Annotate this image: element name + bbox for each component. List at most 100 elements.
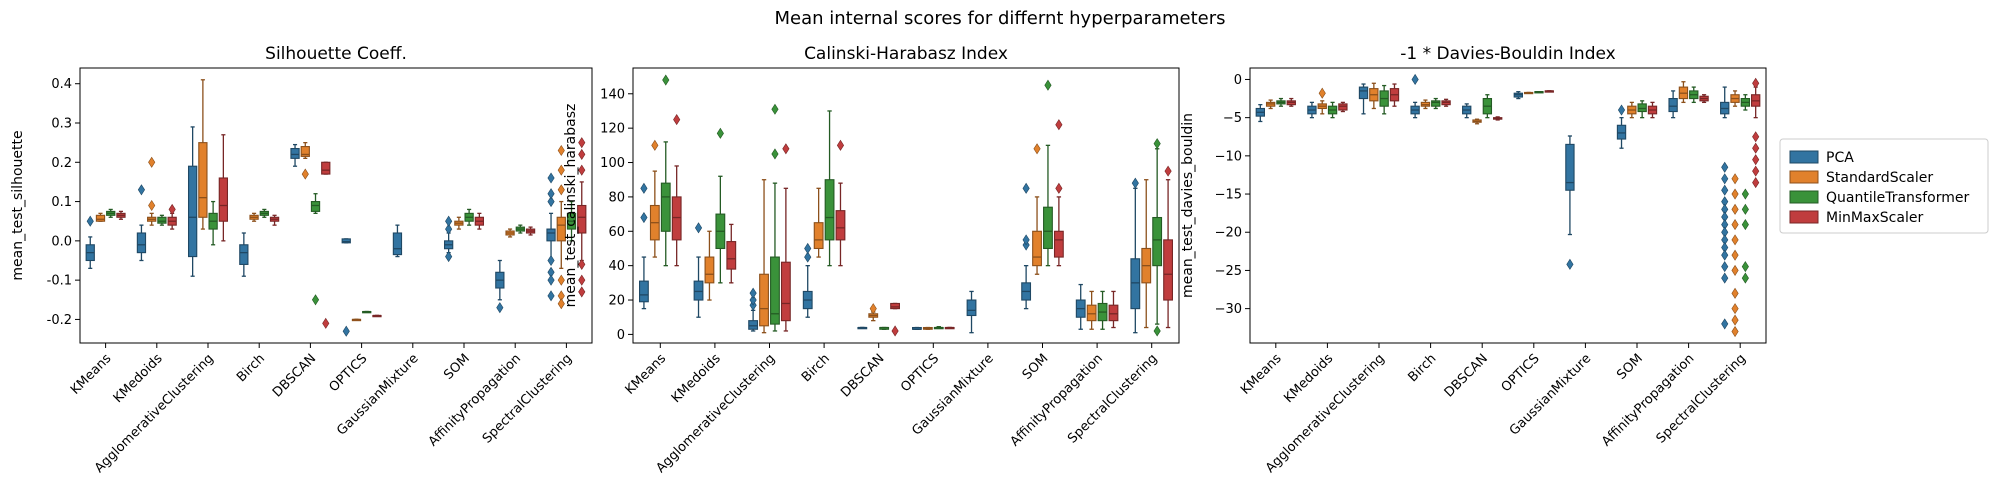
box-PCA-DBSCAN [290,143,300,167]
box-MinMaxScaler-KMeans [116,210,126,220]
box-MinMaxScaler-AffinityPropagation [1108,290,1119,329]
y-tick-label: −5 [1223,111,1242,126]
axes-frame [632,67,1180,344]
outlier-point [1131,177,1139,189]
outlier-point [1721,261,1729,273]
box-PCA-AffinityPropagation [495,259,505,314]
box-MinMaxScaler-OPTICS [372,314,382,318]
outlier-point [1022,182,1030,194]
box-body [1053,230,1064,258]
box-MinMaxScaler-SpectralClustering [1163,165,1173,329]
outlier-point [1731,325,1739,338]
box-PCA-DBSCAN [1462,103,1472,119]
box-StandardScaler-OPTICS [1523,91,1534,95]
box-MinMaxScaler-AgglomerativeClustering [1389,83,1400,107]
y-tick-label: -0.1 [47,274,72,289]
box-MinMaxScaler-AgglomerativeClustering [780,143,791,332]
box-StandardScaler-KMedoids [147,156,157,226]
outlier-point [716,127,724,139]
outlier-point [301,168,309,180]
box-QuantileTransformer-DBSCAN [310,193,321,306]
box-body [1152,216,1163,267]
legend-label: StandardScaler [1826,170,1933,186]
x-tick-label: SpectralClustering [1065,351,1160,446]
box-StandardScaler-SpectralClustering [556,144,566,310]
box-StandardScaler-KMeans [95,212,106,222]
box-StandardScaler-KMedoids [704,230,715,301]
box-MinMaxScaler-Birch [269,214,280,226]
box-StandardScaler-AffinityPropagation [1678,81,1689,104]
outlier-point [578,148,586,160]
box-StandardScaler-AffinityPropagation [505,228,515,238]
box-QuantileTransformer-Birch [259,208,269,218]
chart-title: Silhouette Coeff. [265,44,407,64]
y-tick-label: −15 [1215,188,1242,203]
box-PCA-GaussianMixture [1565,135,1575,270]
box-MinMaxScaler-AffinityPropagation [1699,94,1709,104]
box-PCA-KMedoids [1307,101,1317,119]
outlier-point [445,223,453,235]
box-QuantileTransformer-AgglomerativeClustering [770,103,780,332]
y-axis-label: mean_test_calinski_harabasz [563,104,579,308]
box-body [835,210,846,241]
box-MinMaxScaler-DBSCAN [1493,116,1503,121]
box-body [187,165,198,258]
outlier-point [1022,234,1030,246]
outlier-point [1752,177,1760,189]
y-tick-label: 0 [617,328,625,343]
outlier-point [168,203,176,215]
y-tick-label: 100 [600,156,625,171]
box-MinMaxScaler-OPTICS [944,326,955,330]
box-QuantileTransformer-DBSCAN [879,326,890,330]
box-body [748,320,759,330]
outlier-point [148,199,156,212]
legend-swatch [1789,170,1819,184]
outlier-point [557,164,565,176]
box-PCA-SpectralClustering [1130,177,1141,334]
outlier-point [1721,249,1729,261]
figure-title: Mean internal scores for differnt hyperp… [774,8,1225,29]
outlier-point [749,287,757,299]
box-QuantileTransformer-KMeans [1276,97,1286,107]
y-tick-label: −25 [1215,264,1242,279]
box-PCA-SOM [443,215,454,263]
outlier-point [1731,173,1739,185]
box-QuantileTransformer-KMeans [660,74,671,267]
box-PCA-KMedoids [693,222,704,318]
outlier-point [137,184,145,196]
box-MinMaxScaler-Birch [835,139,846,267]
box-body [198,142,208,218]
box-PCA-AgglomerativeClustering [1358,83,1369,115]
box-PCA-AgglomerativeClustering [187,126,198,277]
x-tick-label: SOM [441,351,473,383]
outlier-point [1731,249,1739,261]
box-StandardScaler-Birch [1420,99,1431,110]
legend-item: QuantileTransformer [1789,190,1969,206]
box-body [1338,103,1348,111]
y-tick-label: −30 [1215,302,1242,317]
outlier-point [1731,219,1739,231]
box-MinMaxScaler-SpectralClustering [577,137,587,298]
outlier-point [1752,154,1760,166]
x-tick-label: DBSCAN [838,351,887,400]
y-tick-label: 20 [608,294,625,309]
box-QuantileTransformer-OPTICS [362,310,372,314]
box-QuantileTransformer-KMedoids [1327,101,1338,119]
x-tick-label: SpectralClustering [1654,351,1749,446]
box-QuantileTransformer-OPTICS [933,326,944,330]
box-MinMaxScaler-OPTICS [1544,90,1554,93]
box-StandardScaler-DBSCAN [1472,118,1482,125]
outlier-point [673,114,681,126]
outlier-point [640,182,648,194]
outlier-point [547,196,555,208]
y-tick-label: 60 [608,225,625,240]
outlier-point [311,294,320,306]
outlier-point [547,254,555,267]
outlier-point [771,148,779,160]
box-body [966,299,977,317]
y-axis-label: mean_test_davies_bouldin [1180,113,1196,298]
y-tick-label: −10 [1215,149,1242,164]
outlier-point [496,302,504,314]
outlier-point [1617,104,1626,116]
